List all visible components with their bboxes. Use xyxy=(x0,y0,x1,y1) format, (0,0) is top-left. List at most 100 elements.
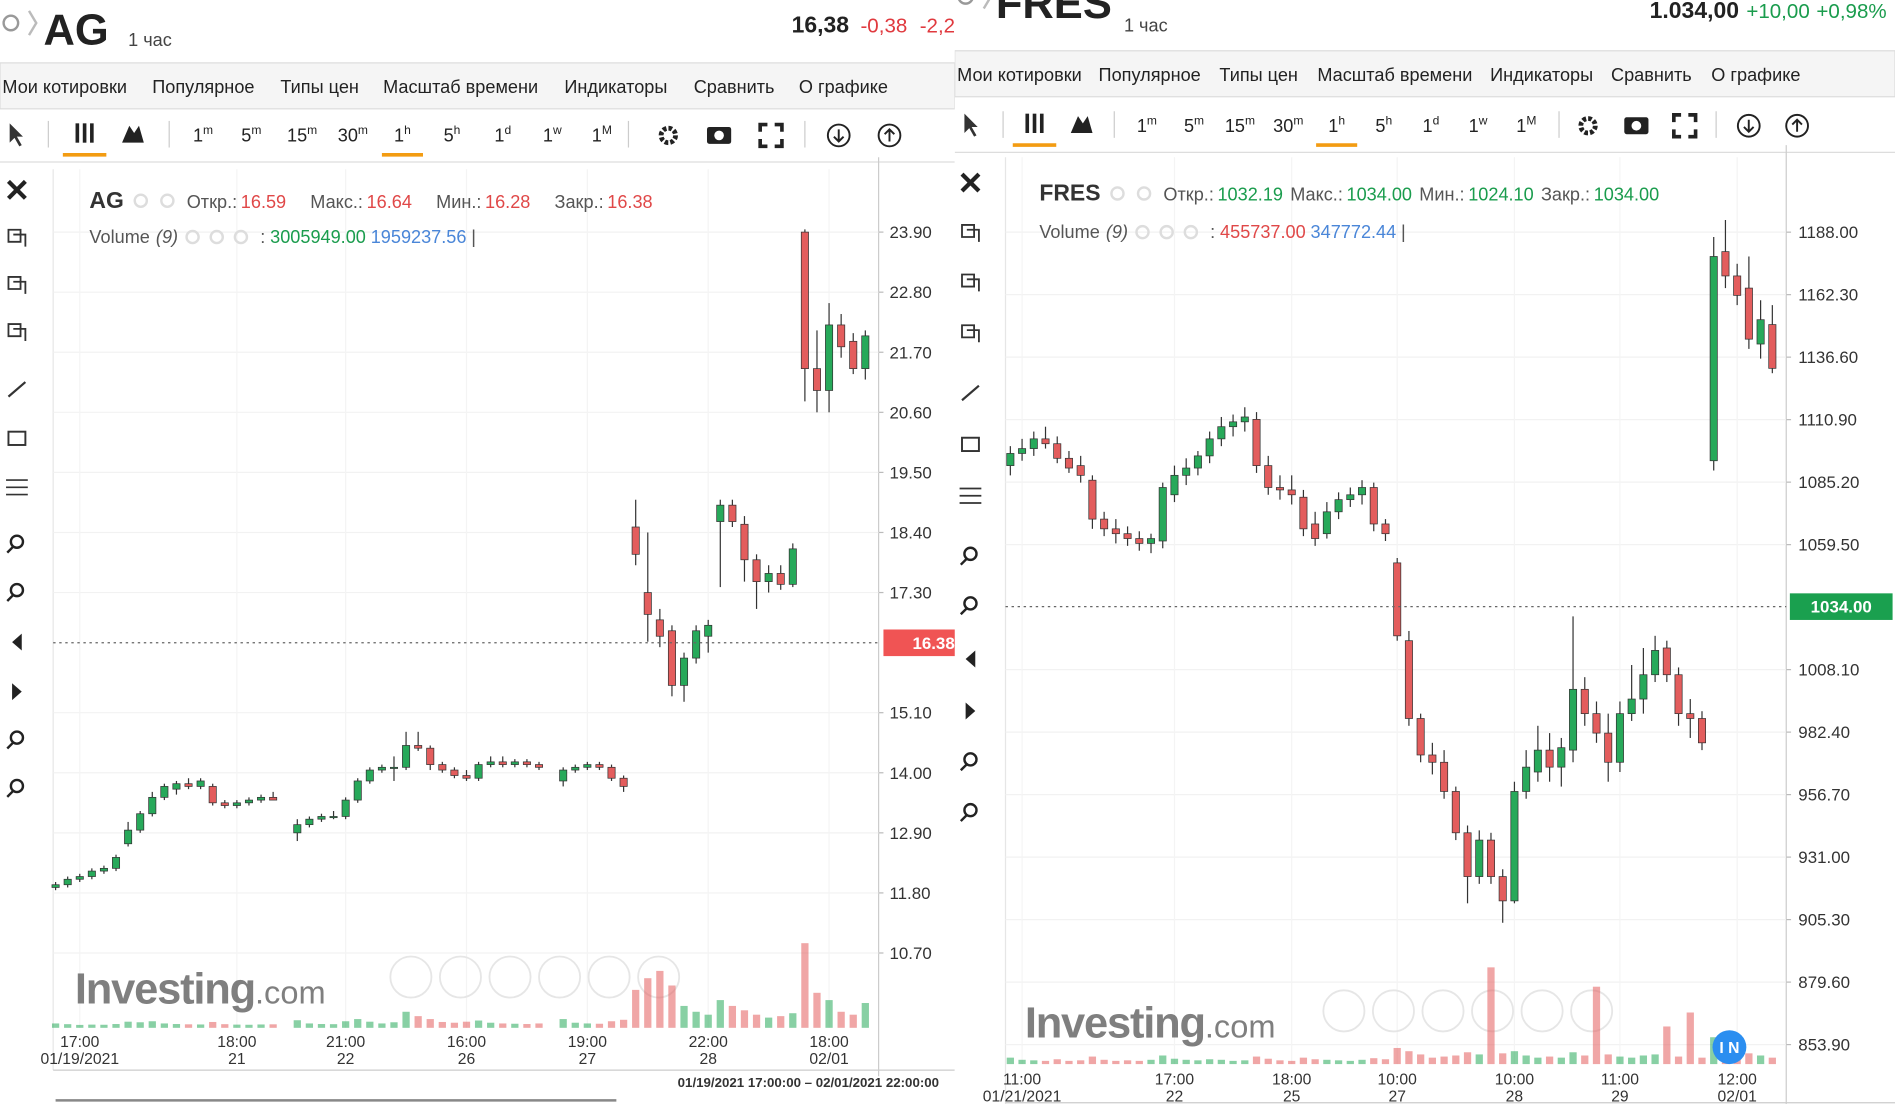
download-icon[interactable] xyxy=(826,123,851,148)
menu-item[interactable]: Индикаторы xyxy=(1490,65,1593,85)
timeframe[interactable]: 5m xyxy=(241,123,261,145)
legend-toggle-icon[interactable] xyxy=(233,229,249,245)
zoom-icon[interactable] xyxy=(963,752,978,767)
nav-button[interactable] xyxy=(587,955,631,999)
nav-button[interactable] xyxy=(1570,989,1614,1033)
timeframe[interactable]: 1d xyxy=(1423,114,1440,136)
zoom-icon[interactable] xyxy=(963,596,978,611)
area-icon[interactable] xyxy=(122,125,144,143)
settings-icon[interactable] xyxy=(1578,116,1598,136)
zoom-icon[interactable] xyxy=(9,534,25,549)
menu-item[interactable]: Масштаб времени xyxy=(1317,65,1472,85)
timeframe[interactable]: 1m xyxy=(1137,114,1157,136)
legend-toggle-icon[interactable] xyxy=(1110,186,1125,201)
lines-icon[interactable] xyxy=(6,479,28,496)
timeframe[interactable]: 15m xyxy=(287,123,317,145)
zoom-icon[interactable] xyxy=(9,778,25,794)
menu-item[interactable]: Сравнить xyxy=(694,77,775,97)
menu-item[interactable]: Мои котировки xyxy=(957,65,1082,85)
legend-toggle-icon[interactable] xyxy=(185,229,200,245)
legend-toggle-icon[interactable] xyxy=(133,193,149,208)
menu-item[interactable]: Типы цен xyxy=(1219,65,1298,85)
zoom-icon[interactable] xyxy=(9,582,25,598)
nav-button[interactable] xyxy=(1421,989,1465,1033)
legend-toggle-icon[interactable] xyxy=(1136,186,1152,201)
nav-button[interactable] xyxy=(488,955,532,999)
timeframe[interactable]: 1d xyxy=(494,123,511,145)
timeframe[interactable]: 5m xyxy=(1184,114,1204,136)
trendline-icon[interactable] xyxy=(7,381,27,398)
cursor-icon[interactable] xyxy=(964,113,978,137)
fullscreen-icon[interactable] xyxy=(1672,113,1698,139)
timeframe[interactable]: 5h xyxy=(1375,114,1392,136)
volume-bar xyxy=(825,1000,833,1028)
candle-body xyxy=(510,761,519,765)
menu-item[interactable]: Популярное xyxy=(152,77,254,97)
nav-button[interactable] xyxy=(1520,989,1564,1033)
menu-item[interactable]: Индикаторы xyxy=(564,77,667,97)
tool-icon[interactable] xyxy=(961,273,980,292)
close-icon[interactable] xyxy=(960,172,981,193)
cursor-icon[interactable] xyxy=(9,123,23,147)
tool-icon[interactable] xyxy=(961,224,980,242)
scroll-icon[interactable] xyxy=(12,633,22,651)
settings-icon[interactable] xyxy=(658,125,678,146)
y-tick-label: 10.70 xyxy=(889,944,931,963)
close-icon[interactable] xyxy=(6,179,27,200)
rectangle-icon[interactable] xyxy=(7,430,27,446)
timeframe[interactable]: 1m xyxy=(193,123,213,145)
nav-button[interactable] xyxy=(439,955,482,999)
menu-item[interactable]: Мои котировки xyxy=(2,77,127,97)
legend-toggle-icon[interactable] xyxy=(209,229,225,245)
volume-bar xyxy=(1112,1060,1120,1065)
search-icon[interactable] xyxy=(2,14,20,32)
legend-toggle-icon[interactable] xyxy=(1183,224,1199,240)
menu-item[interactable]: О графике xyxy=(1711,65,1800,85)
nav-button[interactable] xyxy=(389,955,433,999)
search-icon[interactable] xyxy=(957,0,974,5)
timeframe[interactable]: 1h xyxy=(394,123,411,145)
badge[interactable] xyxy=(1712,1030,1747,1065)
scroll-icon[interactable] xyxy=(965,650,976,668)
trendline-icon[interactable] xyxy=(961,384,980,402)
rectangle-icon[interactable] xyxy=(961,436,980,452)
menu-item[interactable]: О графике xyxy=(799,77,888,97)
menu-item[interactable]: Сравнить xyxy=(1611,65,1692,85)
timeframe[interactable]: 30m xyxy=(1273,114,1303,136)
timeframe[interactable]: 5h xyxy=(444,123,461,145)
timeframe[interactable]: 30m xyxy=(338,123,368,145)
tool-icon[interactable] xyxy=(7,323,27,341)
tool-icon[interactable] xyxy=(961,324,980,343)
fullscreen-icon[interactable] xyxy=(758,122,784,149)
timeframe[interactable]: 1w xyxy=(543,123,562,145)
scroll-icon[interactable] xyxy=(965,702,976,720)
menu-item[interactable]: Масштаб времени xyxy=(383,77,538,97)
zoom-icon[interactable] xyxy=(9,730,25,745)
timeframe-number: 1 xyxy=(1423,116,1433,136)
legend-toggle-icon[interactable] xyxy=(1159,224,1174,240)
scroll-icon[interactable] xyxy=(12,683,22,701)
tool-icon[interactable] xyxy=(7,276,27,294)
timeframe[interactable]: 1M xyxy=(1516,114,1536,136)
legend-toggle-icon[interactable] xyxy=(160,193,175,208)
timeframe[interactable]: 1w xyxy=(1469,114,1488,136)
legend-toggle-icon[interactable] xyxy=(1135,224,1150,240)
nav-button[interactable] xyxy=(1322,989,1366,1033)
timeframe[interactable]: 1M xyxy=(592,123,612,145)
watermark-domain: .com xyxy=(255,974,326,1011)
nav-button[interactable] xyxy=(538,955,582,999)
menu-item[interactable]: Типы цен xyxy=(280,77,359,97)
download-icon[interactable] xyxy=(1736,113,1761,138)
zoom-icon[interactable] xyxy=(963,546,978,562)
zoom-icon[interactable] xyxy=(963,802,978,818)
nav-button[interactable] xyxy=(1372,989,1415,1033)
upload-icon[interactable] xyxy=(877,123,902,148)
area-icon[interactable] xyxy=(1070,116,1093,134)
tool-icon[interactable] xyxy=(7,228,27,247)
timeframe[interactable]: 15m xyxy=(1225,114,1255,136)
menu-item[interactable]: Популярное xyxy=(1099,65,1201,85)
lines-icon[interactable] xyxy=(959,487,982,504)
timeframe[interactable]: 1h xyxy=(1328,114,1345,136)
upload-icon[interactable] xyxy=(1785,113,1809,138)
